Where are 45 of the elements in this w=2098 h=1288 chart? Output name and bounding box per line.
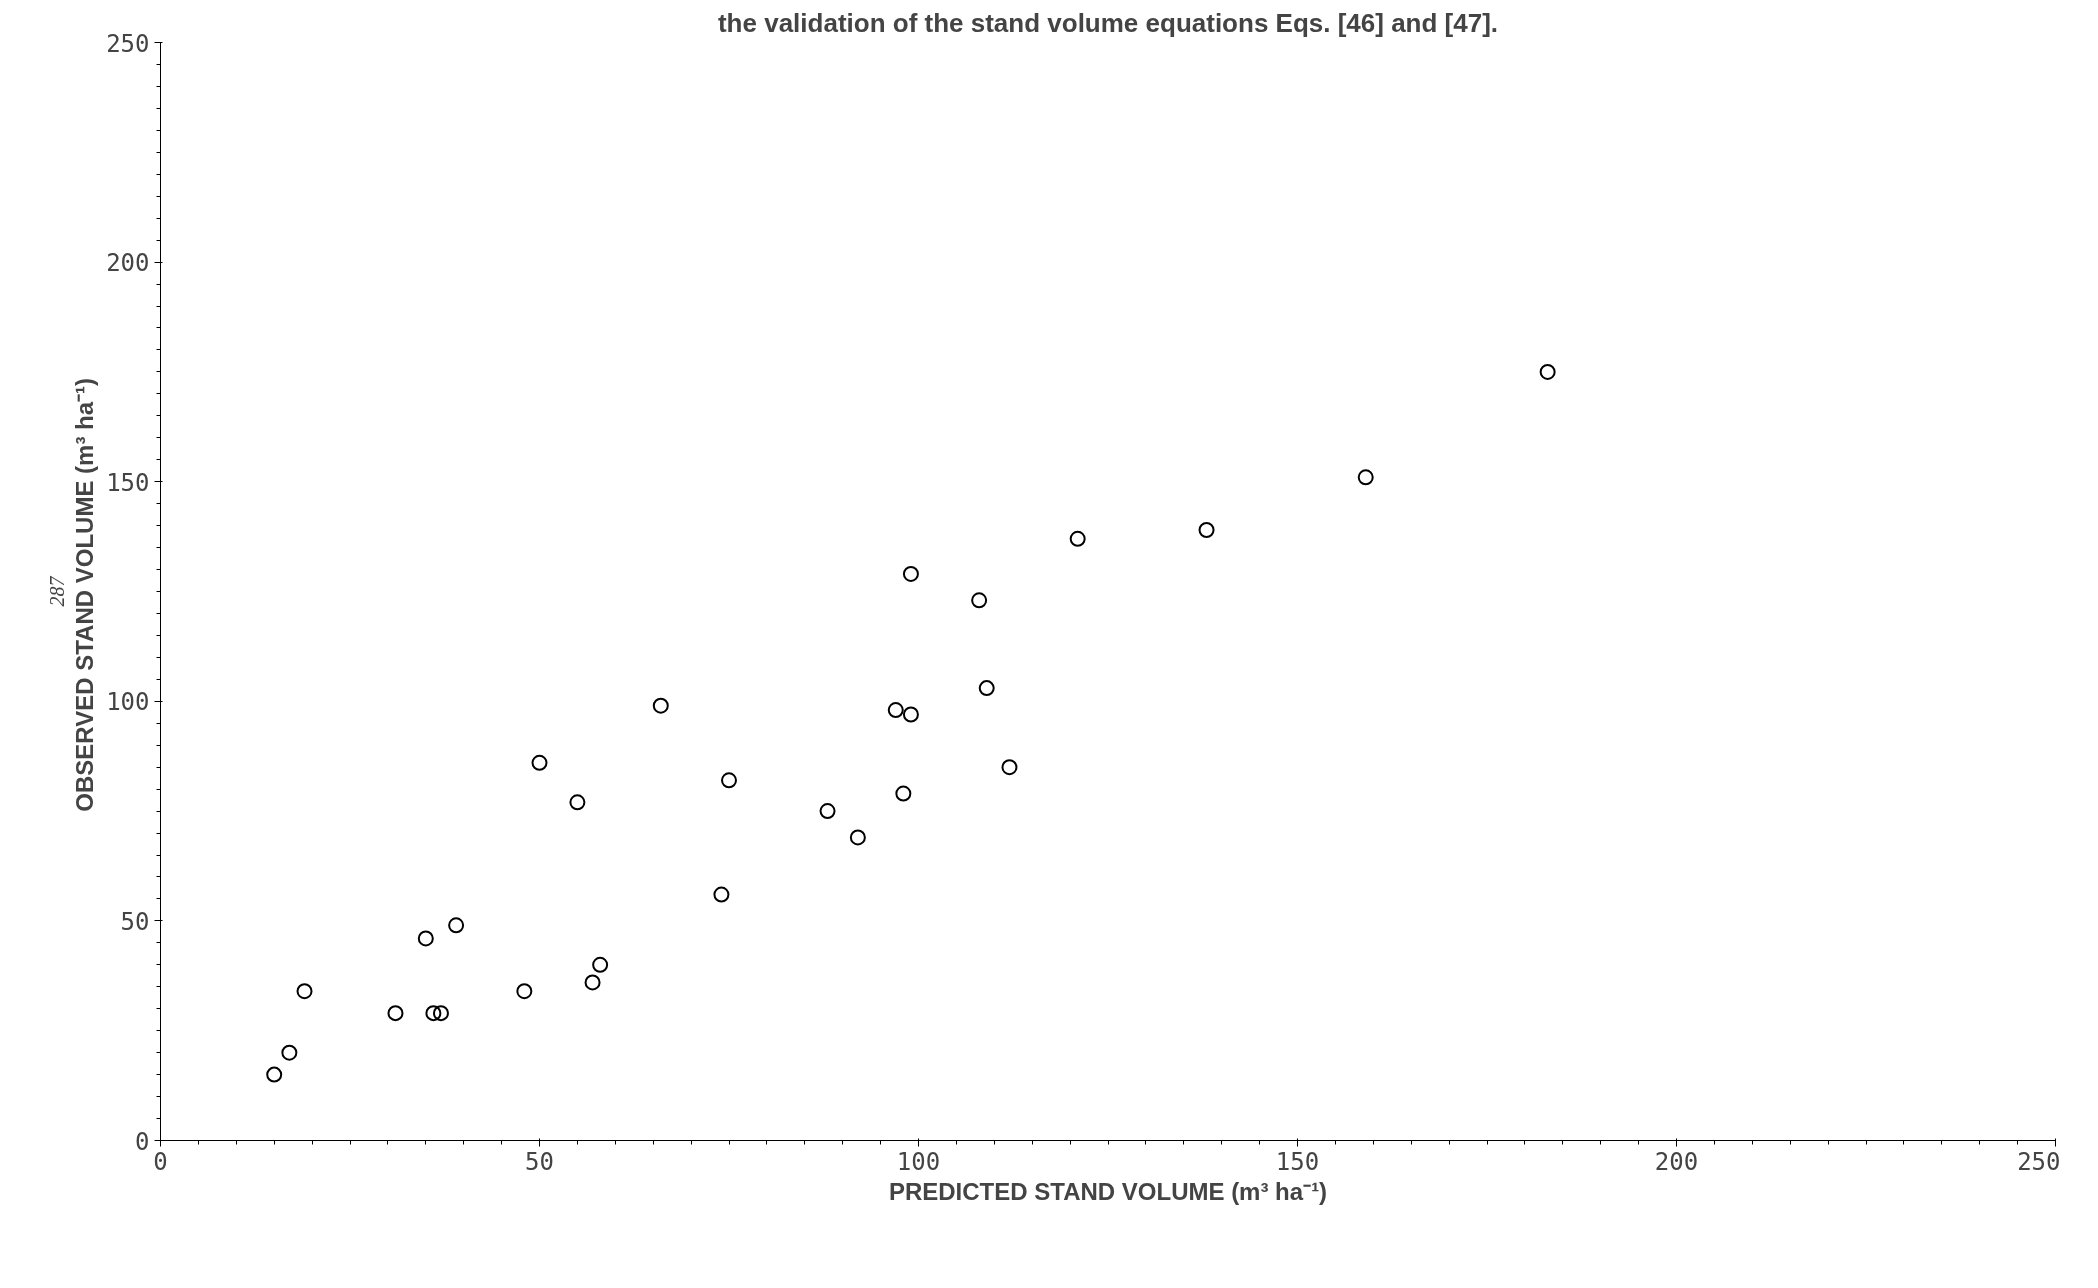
point [425, 1005, 442, 1022]
point [713, 886, 730, 903]
point [902, 565, 919, 582]
point [1539, 363, 1556, 380]
point [895, 785, 912, 802]
point [296, 983, 313, 1000]
y-tick-label: 250 [106, 29, 150, 58]
point [978, 680, 995, 697]
point [387, 1005, 404, 1022]
x-tick-label: 250 [2017, 1147, 2061, 1176]
point [1001, 759, 1018, 776]
point [432, 1005, 449, 1022]
y-tick-label: 50 [120, 907, 150, 936]
y-tick-label: 0 [135, 1127, 150, 1156]
point [887, 702, 904, 719]
y-tick-label: 200 [106, 249, 150, 278]
y-axis-title: OBSERVED STAND VOLUME (m³ ha⁻¹) [71, 377, 99, 812]
point [971, 592, 988, 609]
x-axis-title: PREDICTED STAND VOLUME (m³ ha⁻¹) [888, 1177, 1328, 1205]
x-tick-label: 100 [896, 1147, 941, 1176]
point [721, 772, 737, 789]
point [592, 956, 609, 973]
text: 287 [45, 575, 68, 607]
y-tick-label: 100 [106, 688, 150, 717]
point [902, 706, 919, 723]
point [1198, 522, 1215, 538]
point [417, 930, 434, 947]
x-tick-label: 0 [153, 1147, 168, 1176]
point [266, 1066, 283, 1083]
x-tick-label: 200 [1654, 1147, 1699, 1176]
point [652, 697, 669, 714]
point [1069, 530, 1086, 547]
point [448, 917, 465, 934]
point [584, 974, 601, 991]
point [819, 803, 836, 820]
point [531, 754, 548, 771]
x-tick-label: 50 [525, 1147, 554, 1176]
point [516, 983, 533, 1000]
point [1357, 469, 1374, 486]
y-tick-label: 150 [106, 468, 150, 497]
point [849, 829, 866, 846]
chart-title: the validation of the stand volume equations Eqs. [46] and [47]. [717, 7, 1499, 38]
point [569, 794, 586, 811]
x-tick-label: 150 [1275, 1147, 1320, 1176]
point [281, 1044, 298, 1061]
